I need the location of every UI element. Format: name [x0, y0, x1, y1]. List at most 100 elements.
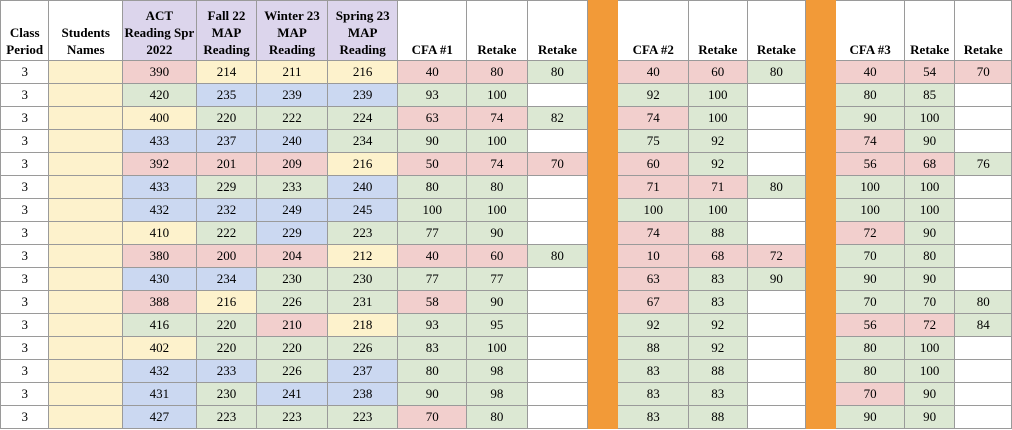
cfa1-retake-1-cell[interactable]: 80 [466, 60, 528, 84]
cfa3-retake-2-cell[interactable] [954, 221, 1012, 245]
spring-map-cell[interactable]: 231 [326, 290, 399, 314]
cfa1-retake-2-cell[interactable]: 82 [526, 106, 589, 130]
act-cell[interactable]: 432 [122, 359, 197, 383]
cfa3-cell[interactable]: 70 [835, 382, 905, 406]
act-cell[interactable]: 388 [122, 290, 197, 314]
cfa2-retake-2-cell[interactable] [746, 359, 807, 383]
cfa3-cell[interactable]: 80 [835, 336, 905, 360]
header-students-names[interactable]: Students Names [48, 0, 124, 61]
student-name-cell[interactable] [48, 129, 124, 153]
cfa3-retake-1-cell[interactable]: 100 [903, 106, 956, 130]
cfa3-retake-1-cell[interactable]: 100 [903, 198, 956, 222]
header-cfa3-retake-1[interactable]: Retake [903, 0, 956, 61]
cfa2-cell[interactable]: 92 [617, 83, 690, 107]
cfa1-cell[interactable]: 70 [397, 405, 468, 429]
spring-map-cell[interactable]: 223 [326, 405, 399, 429]
cfa2-cell[interactable]: 74 [617, 221, 690, 245]
header-spring-map[interactable]: Spring 23 MAP Reading [326, 0, 399, 61]
cfa3-retake-1-cell[interactable]: 90 [903, 267, 956, 291]
spring-map-cell[interactable]: 216 [326, 60, 399, 84]
cfa3-retake-2-cell[interactable] [954, 267, 1012, 291]
fall-map-cell[interactable]: 229 [195, 175, 258, 199]
act-cell[interactable]: 380 [122, 244, 197, 268]
cfa2-retake-2-cell[interactable] [746, 221, 807, 245]
act-cell[interactable]: 431 [122, 382, 197, 406]
cfa3-retake-1-cell[interactable]: 85 [903, 83, 956, 107]
cfa2-cell[interactable]: 67 [617, 290, 690, 314]
cfa1-retake-2-cell[interactable] [526, 382, 589, 406]
fall-map-cell[interactable]: 200 [195, 244, 258, 268]
cfa2-retake-2-cell[interactable]: 90 [746, 267, 807, 291]
cfa3-retake-2-cell[interactable]: 80 [954, 290, 1012, 314]
cfa2-retake-1-cell[interactable]: 71 [688, 175, 748, 199]
class-period-cell[interactable]: 3 [0, 313, 50, 337]
cfa1-retake-1-cell[interactable]: 74 [466, 152, 528, 176]
cfa3-cell[interactable]: 80 [835, 83, 905, 107]
cfa2-retake-1-cell[interactable]: 60 [688, 60, 748, 84]
class-period-cell[interactable]: 3 [0, 221, 50, 245]
cfa2-cell[interactable]: 10 [617, 244, 690, 268]
cfa3-retake-2-cell[interactable] [954, 106, 1012, 130]
class-period-cell[interactable]: 3 [0, 267, 50, 291]
cfa3-retake-1-cell[interactable]: 90 [903, 221, 956, 245]
cfa2-retake-1-cell[interactable]: 88 [688, 221, 748, 245]
cfa3-cell[interactable]: 80 [835, 359, 905, 383]
cfa1-retake-1-cell[interactable]: 80 [466, 405, 528, 429]
cfa2-cell[interactable]: 83 [617, 382, 690, 406]
fall-map-cell[interactable]: 222 [195, 221, 258, 245]
act-cell[interactable]: 390 [122, 60, 197, 84]
cfa1-retake-1-cell[interactable]: 60 [466, 244, 528, 268]
fall-map-cell[interactable]: 220 [195, 106, 258, 130]
fall-map-cell[interactable]: 230 [195, 382, 258, 406]
cfa3-cell[interactable]: 90 [835, 267, 905, 291]
cfa1-retake-2-cell[interactable]: 70 [526, 152, 589, 176]
cfa3-retake-2-cell[interactable] [954, 244, 1012, 268]
act-cell[interactable]: 433 [122, 129, 197, 153]
cfa2-cell[interactable]: 40 [617, 60, 690, 84]
cfa2-retake-2-cell[interactable] [746, 152, 807, 176]
cfa3-cell[interactable]: 56 [835, 313, 905, 337]
cfa1-retake-1-cell[interactable]: 74 [466, 106, 528, 130]
cfa3-retake-2-cell[interactable]: 76 [954, 152, 1012, 176]
act-cell[interactable]: 430 [122, 267, 197, 291]
cfa2-retake-1-cell[interactable]: 83 [688, 290, 748, 314]
header-cfa3[interactable]: CFA #3 [835, 0, 905, 61]
student-name-cell[interactable] [48, 313, 124, 337]
cfa1-cell[interactable]: 93 [397, 313, 468, 337]
cfa1-retake-1-cell[interactable]: 80 [466, 175, 528, 199]
fall-map-cell[interactable]: 235 [195, 83, 258, 107]
cfa1-cell[interactable]: 90 [397, 382, 468, 406]
class-period-cell[interactable]: 3 [0, 405, 50, 429]
spring-map-cell[interactable]: 226 [326, 336, 399, 360]
winter-map-cell[interactable]: 210 [256, 313, 328, 337]
cfa1-retake-2-cell[interactable] [526, 175, 589, 199]
fall-map-cell[interactable]: 223 [195, 405, 258, 429]
cfa3-retake-2-cell[interactable] [954, 382, 1012, 406]
cfa2-retake-2-cell[interactable] [746, 129, 807, 153]
cfa3-retake-2-cell[interactable] [954, 129, 1012, 153]
fall-map-cell[interactable]: 220 [195, 336, 258, 360]
act-cell[interactable]: 392 [122, 152, 197, 176]
winter-map-cell[interactable]: 223 [256, 405, 328, 429]
cfa2-cell[interactable]: 60 [617, 152, 690, 176]
class-period-cell[interactable]: 3 [0, 83, 50, 107]
cfa1-cell[interactable]: 80 [397, 359, 468, 383]
student-name-cell[interactable] [48, 290, 124, 314]
winter-map-cell[interactable]: 226 [256, 359, 328, 383]
cfa1-retake-2-cell[interactable] [526, 405, 589, 429]
fall-map-cell[interactable]: 201 [195, 152, 258, 176]
fall-map-cell[interactable]: 232 [195, 198, 258, 222]
header-cfa2-retake-2[interactable]: Retake [746, 0, 807, 61]
winter-map-cell[interactable]: 220 [256, 336, 328, 360]
spring-map-cell[interactable]: 234 [326, 129, 399, 153]
cfa2-retake-2-cell[interactable]: 80 [746, 60, 807, 84]
cfa3-retake-1-cell[interactable]: 90 [903, 405, 956, 429]
class-period-cell[interactable]: 3 [0, 106, 50, 130]
cfa1-cell[interactable]: 80 [397, 175, 468, 199]
cfa3-cell[interactable]: 100 [835, 175, 905, 199]
cfa2-cell[interactable]: 83 [617, 405, 690, 429]
header-fall-map[interactable]: Fall 22 MAP Reading [195, 0, 258, 61]
student-name-cell[interactable] [48, 152, 124, 176]
cfa3-retake-2-cell[interactable] [954, 359, 1012, 383]
cfa3-retake-1-cell[interactable]: 70 [903, 290, 956, 314]
